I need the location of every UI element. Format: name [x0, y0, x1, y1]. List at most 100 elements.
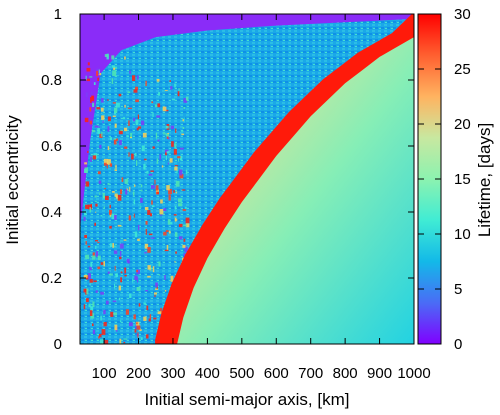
chaotic-streak: [134, 231, 138, 238]
colorbar-tick-label: 15: [454, 171, 471, 188]
chaotic-streak: [144, 252, 147, 254]
chaotic-streak: [86, 67, 91, 72]
chaotic-streak: [107, 146, 110, 150]
chaotic-streak: [174, 166, 178, 171]
chaotic-streak: [159, 209, 164, 215]
chaotic-streak: [111, 78, 114, 84]
chaotic-streak: [112, 70, 117, 77]
chaotic-streak: [123, 127, 128, 132]
chaotic-streak: [167, 219, 171, 225]
chaotic-streak: [104, 162, 107, 166]
chaotic-streak: [146, 170, 149, 174]
chaotic-streak: [103, 158, 108, 164]
chaotic-streak: [144, 243, 149, 249]
chaotic-streak: [174, 261, 176, 263]
chaotic-streak: [126, 258, 130, 263]
chaotic-streak: [158, 261, 161, 267]
chaotic-streak: [115, 75, 120, 77]
chaotic-streak: [125, 309, 129, 315]
chaotic-streak: [136, 160, 138, 167]
chaotic-streak: [131, 153, 134, 160]
chaotic-streak: [92, 301, 95, 308]
chaotic-streak: [99, 144, 102, 149]
chaotic-streak: [115, 164, 117, 169]
x-tick-label: 700: [298, 365, 323, 382]
chaotic-streak: [134, 275, 137, 280]
chaotic-streak: [88, 273, 91, 280]
chaotic-streak: [89, 207, 91, 213]
long-lived-region: [177, 37, 414, 344]
chaotic-streak: [112, 243, 114, 248]
plot-frame: [79, 13, 415, 345]
chaotic-streak: [90, 262, 92, 268]
chaotic-streak: [95, 203, 98, 207]
chaotic-streak: [86, 78, 90, 82]
chaotic-streak: [114, 107, 118, 113]
chaotic-streak: [141, 189, 143, 192]
chaotic-streak: [106, 164, 108, 169]
fast-decay-region: [80, 14, 414, 229]
chaotic-streak: [126, 135, 129, 138]
chaotic-streak: [135, 325, 137, 329]
chaotic-streak: [95, 251, 99, 257]
chaotic-streak: [179, 169, 183, 176]
chaotic-streak: [150, 170, 154, 172]
chaotic-streak: [139, 329, 142, 331]
chaotic-streak: [132, 278, 134, 283]
chaotic-streak: [183, 238, 186, 242]
chaotic-streak: [185, 96, 189, 101]
chaotic-streak: [182, 127, 185, 129]
chaotic-streak: [129, 293, 132, 299]
chaotic-streak: [184, 206, 187, 209]
chaotic-streak: [113, 67, 116, 70]
chaotic-streak: [92, 129, 96, 133]
chaotic-streak: [164, 90, 168, 92]
chaotic-streak: [104, 188, 106, 190]
chaotic-streak: [97, 171, 101, 175]
chaotic-streak: [112, 102, 116, 104]
chaotic-streak: [115, 273, 118, 278]
chaotic-streak: [121, 177, 124, 182]
chaotic-streak: [181, 133, 185, 136]
chaotic-streak: [85, 241, 87, 245]
chaotic-streak: [175, 219, 178, 221]
y-tick-label: 0.8: [41, 72, 62, 89]
chaotic-streak: [164, 249, 169, 252]
chaotic-streak: [98, 73, 102, 76]
chaotic-streak: [90, 97, 92, 103]
chaotic-streak: [138, 303, 141, 307]
chaotic-streak: [101, 131, 103, 137]
chaotic-streak: [142, 132, 147, 138]
colorbar-label: Lifetime, [days]: [475, 123, 494, 237]
chaotic-streak: [168, 230, 171, 234]
chaotic-streak: [98, 180, 102, 184]
chaotic-streak: [109, 225, 112, 229]
chaotic-streak: [124, 146, 128, 149]
chaotic-streak: [138, 224, 140, 231]
chaotic-streak: [152, 266, 155, 273]
chaotic-streak: [127, 91, 131, 94]
chaotic-streak: [143, 163, 146, 170]
chaotic-streak: [89, 279, 93, 283]
chaotic-streak: [95, 240, 99, 242]
chaotic-streak: [178, 223, 183, 228]
chaotic-streak: [94, 125, 99, 128]
chaotic-streak: [137, 75, 139, 80]
chaotic-streak: [88, 303, 91, 308]
chaotic-streak: [103, 322, 107, 327]
chaotic-streak: [124, 104, 126, 108]
x-tick-label: 600: [264, 365, 289, 382]
y-tick-label: 1: [54, 6, 62, 23]
y-tick-label: 0.6: [41, 138, 62, 155]
chaotic-streak: [179, 155, 183, 161]
chaotic-streak: [123, 239, 127, 241]
chaotic-streak: [114, 193, 118, 197]
chaotic-streak: [144, 158, 147, 161]
chaotic-streak: [141, 120, 145, 126]
chaotic-streak: [125, 189, 128, 195]
chaotic-streak: [126, 188, 129, 191]
chaotic-streak: [128, 322, 133, 327]
chaotic-streak: [161, 165, 164, 168]
chaotic-streak: [159, 214, 163, 216]
chaotic-streak: [145, 334, 149, 339]
